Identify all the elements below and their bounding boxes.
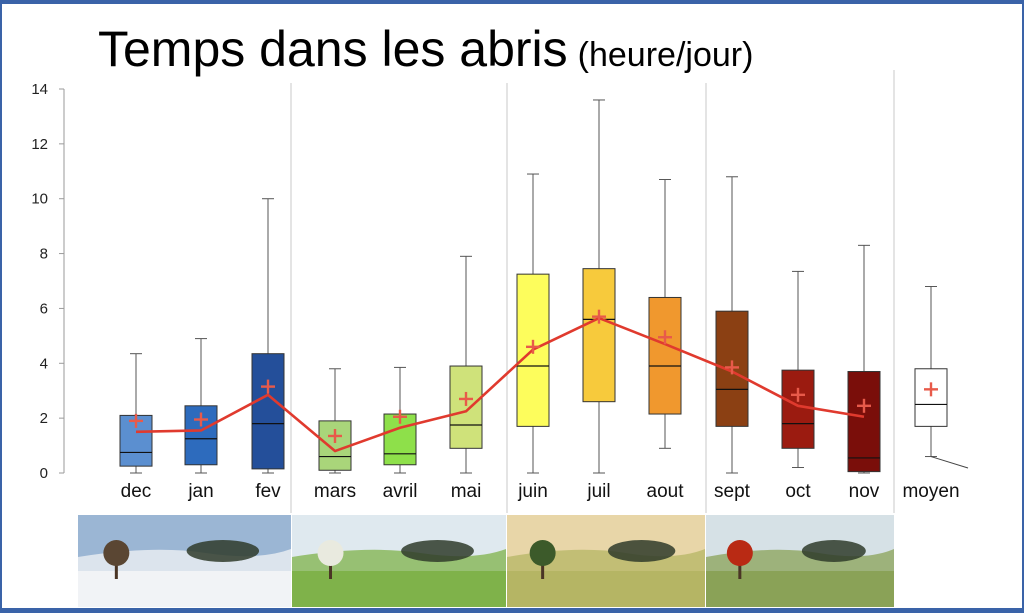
photo-tree-crown <box>529 540 556 566</box>
photo-meadow <box>507 571 705 607</box>
x-category-label: oct <box>785 481 811 502</box>
mean-marker <box>261 379 275 394</box>
mean-trend-line <box>135 316 865 453</box>
box-iqr <box>251 353 285 470</box>
y-tick-label: 0 <box>40 465 48 482</box>
y-tick-label: 4 <box>40 355 48 372</box>
photo-tree-crown <box>726 540 753 566</box>
y-tick-label: 10 <box>31 191 48 208</box>
mean-marker <box>725 360 739 375</box>
x-category-label: nov <box>849 481 880 502</box>
box-iqr <box>582 268 616 403</box>
y-tick-label: 8 <box>40 246 48 263</box>
window-top-border <box>0 0 1024 4</box>
box-nov: nov <box>847 244 881 502</box>
photo-tree-trunk <box>541 555 545 579</box>
x-category-label: mai <box>451 481 482 502</box>
mean-marker <box>328 428 342 443</box>
x-category-label: fev <box>255 481 281 502</box>
box-iqr <box>847 371 881 473</box>
x-category-label: moyen <box>902 481 959 502</box>
box-iqr <box>318 420 352 471</box>
box-mai: mai <box>449 255 483 502</box>
x-category-label: dec <box>121 481 152 502</box>
y-tick-label: 2 <box>40 410 48 427</box>
chart-title: Temps dans les abris (heure/jour) <box>98 20 753 78</box>
summary-label-leader <box>930 456 969 469</box>
chart-title-unit: (heure/jour) <box>577 36 754 74</box>
box-avril: avril <box>383 366 418 502</box>
chart-title-main: Temps dans les abris <box>98 21 568 77</box>
box-iqr <box>914 368 948 427</box>
window-bottom-border <box>0 608 1024 613</box>
mean-marker <box>194 412 208 427</box>
photo-meadow <box>706 571 894 607</box>
photo-summer <box>507 515 705 607</box>
x-category-label: avril <box>383 481 418 502</box>
y-tick-label: 6 <box>40 300 48 317</box>
box-fev: fev <box>251 198 285 502</box>
box-juin: juin <box>516 173 550 502</box>
x-category-label: juin <box>517 481 548 502</box>
photo-forest <box>401 540 474 562</box>
box-summary-moyen: moyen <box>902 285 960 502</box>
mean-marker <box>526 339 540 354</box>
box-iqr <box>648 296 682 415</box>
mean-marker <box>857 398 871 413</box>
photo-tree-trunk <box>114 555 118 579</box>
mean-marker <box>924 382 938 397</box>
mean-marker <box>393 409 407 424</box>
box-juil: juil <box>582 99 616 502</box>
box-sept: sept <box>714 176 751 502</box>
window-right-border <box>1022 0 1024 613</box>
photo-tree-crown <box>103 540 130 566</box>
photo-forest <box>607 540 676 562</box>
box-aout: aout <box>647 179 685 502</box>
photo-tree-crown <box>317 540 344 566</box>
photo-spring <box>292 515 506 607</box>
photo-meadow <box>292 571 506 607</box>
box-iqr <box>781 369 815 449</box>
photo-tree-trunk <box>329 555 333 579</box>
mean-marker <box>791 387 805 402</box>
box-mars: mars <box>314 368 356 502</box>
mean-marker <box>129 413 143 428</box>
photo-forest <box>186 540 260 562</box>
photo-tree-trunk <box>738 555 742 579</box>
box-oct: oct <box>781 270 815 502</box>
photo-autumn <box>706 515 894 607</box>
box-iqr <box>449 365 483 449</box>
y-tick-label: 12 <box>31 136 48 153</box>
photo-forest <box>801 540 866 562</box>
photo-meadow <box>78 571 291 607</box>
y-tick-label: 14 <box>31 81 48 98</box>
photo-winter <box>78 515 291 607</box>
x-category-label: jan <box>187 481 213 502</box>
mean-marker <box>658 330 672 345</box>
window-left-border <box>0 0 2 613</box>
x-category-label: mars <box>314 481 356 502</box>
x-category-label: juil <box>586 481 610 502</box>
x-category-label: aout <box>647 481 685 502</box>
x-category-label: sept <box>714 481 751 502</box>
mean-marker <box>459 391 473 406</box>
mean-marker <box>592 309 606 324</box>
